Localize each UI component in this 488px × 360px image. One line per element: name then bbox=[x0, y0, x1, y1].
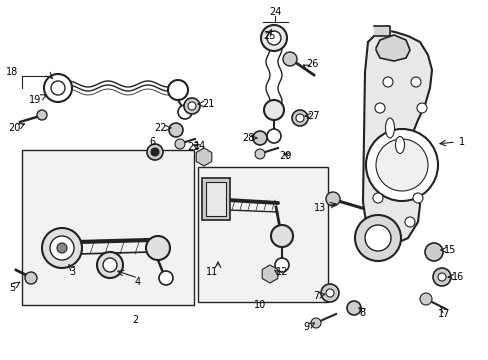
Circle shape bbox=[283, 52, 296, 66]
Text: 9: 9 bbox=[303, 322, 308, 332]
Text: 22: 22 bbox=[153, 123, 166, 133]
Circle shape bbox=[178, 105, 192, 119]
Circle shape bbox=[437, 273, 445, 281]
Circle shape bbox=[419, 293, 431, 305]
Circle shape bbox=[44, 74, 72, 102]
Text: 1: 1 bbox=[458, 137, 464, 147]
Bar bbox=[202, 178, 229, 220]
Circle shape bbox=[97, 252, 123, 278]
Text: 21: 21 bbox=[202, 99, 214, 109]
Circle shape bbox=[51, 81, 65, 95]
Circle shape bbox=[187, 102, 196, 110]
Circle shape bbox=[354, 215, 400, 261]
Circle shape bbox=[264, 100, 284, 120]
Text: 5: 5 bbox=[9, 283, 15, 293]
Circle shape bbox=[183, 98, 200, 114]
Circle shape bbox=[365, 129, 437, 201]
Text: 28: 28 bbox=[242, 133, 254, 143]
Circle shape bbox=[310, 318, 320, 328]
Bar bbox=[205, 182, 225, 216]
Circle shape bbox=[274, 258, 288, 272]
Circle shape bbox=[146, 236, 170, 260]
Text: 29: 29 bbox=[278, 151, 290, 161]
Text: 3: 3 bbox=[69, 267, 75, 277]
Text: 2: 2 bbox=[132, 315, 138, 325]
Circle shape bbox=[159, 271, 173, 285]
Circle shape bbox=[291, 110, 307, 126]
Circle shape bbox=[404, 217, 414, 227]
Text: 15: 15 bbox=[443, 245, 455, 255]
Circle shape bbox=[410, 77, 420, 87]
Circle shape bbox=[416, 103, 426, 113]
Bar bbox=[22, 150, 194, 305]
Circle shape bbox=[412, 193, 422, 203]
Text: 13: 13 bbox=[313, 203, 325, 213]
Circle shape bbox=[266, 129, 281, 143]
Circle shape bbox=[346, 301, 360, 315]
Circle shape bbox=[295, 114, 304, 122]
Text: 17: 17 bbox=[437, 309, 449, 319]
Circle shape bbox=[382, 77, 392, 87]
Text: 8: 8 bbox=[358, 308, 365, 318]
Text: 23: 23 bbox=[186, 142, 199, 152]
Text: 10: 10 bbox=[253, 300, 265, 310]
Circle shape bbox=[261, 25, 286, 51]
Circle shape bbox=[325, 192, 339, 206]
Circle shape bbox=[325, 289, 333, 297]
Text: 20: 20 bbox=[8, 123, 20, 133]
Circle shape bbox=[169, 123, 183, 137]
Circle shape bbox=[168, 80, 187, 100]
Circle shape bbox=[57, 243, 67, 253]
Circle shape bbox=[175, 139, 184, 149]
Circle shape bbox=[254, 149, 264, 159]
Polygon shape bbox=[373, 26, 389, 36]
Text: 12: 12 bbox=[275, 267, 287, 277]
Ellipse shape bbox=[385, 118, 394, 138]
Circle shape bbox=[147, 144, 163, 160]
Circle shape bbox=[320, 284, 338, 302]
Circle shape bbox=[376, 217, 386, 227]
Polygon shape bbox=[375, 35, 409, 61]
Text: 4: 4 bbox=[135, 277, 141, 287]
Text: 6: 6 bbox=[149, 137, 155, 147]
Text: 16: 16 bbox=[451, 272, 463, 282]
Text: 14: 14 bbox=[193, 141, 206, 151]
Circle shape bbox=[151, 148, 159, 156]
Circle shape bbox=[374, 103, 384, 113]
Text: 7: 7 bbox=[312, 291, 319, 301]
Text: 26: 26 bbox=[305, 59, 318, 69]
Circle shape bbox=[50, 236, 74, 260]
Circle shape bbox=[252, 131, 266, 145]
Circle shape bbox=[42, 228, 82, 268]
Text: 19: 19 bbox=[29, 95, 41, 105]
Bar bbox=[198, 167, 327, 302]
Circle shape bbox=[25, 272, 37, 284]
Circle shape bbox=[424, 243, 442, 261]
Circle shape bbox=[266, 31, 281, 45]
Circle shape bbox=[270, 225, 292, 247]
Text: 11: 11 bbox=[205, 267, 218, 277]
Polygon shape bbox=[362, 30, 431, 244]
Text: 27: 27 bbox=[307, 111, 320, 121]
Text: 18: 18 bbox=[6, 67, 18, 77]
Text: 25: 25 bbox=[263, 31, 276, 41]
Circle shape bbox=[37, 110, 47, 120]
Circle shape bbox=[432, 268, 450, 286]
Text: 24: 24 bbox=[268, 7, 281, 17]
Circle shape bbox=[103, 258, 117, 272]
Ellipse shape bbox=[395, 136, 404, 153]
Circle shape bbox=[375, 139, 427, 191]
Circle shape bbox=[364, 225, 390, 251]
Circle shape bbox=[372, 193, 382, 203]
